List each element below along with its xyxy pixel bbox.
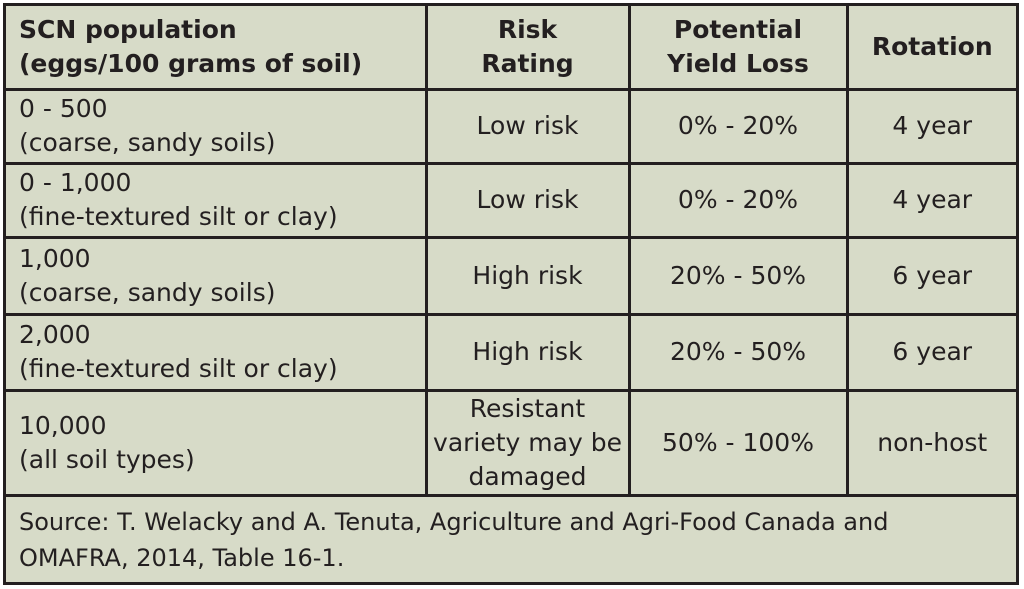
header-text: Risk (497, 14, 558, 44)
table-row: 2,000 (fine-textured silt or clay) High … (6, 312, 1016, 392)
rotation-cell: 4 year (845, 87, 1016, 165)
table-row: 0 - 1,000 (fine-textured silt or clay) L… (6, 161, 1016, 239)
yield-loss-cell: 0% - 20% (627, 161, 849, 239)
scn-risk-table: SCN population (eggs/100 grams of soil) … (6, 6, 1016, 583)
yield-loss-cell: 20% - 50% (627, 312, 849, 392)
yield-loss-cell: 50% - 100% (627, 388, 849, 497)
source-text: OMAFRA, 2014, Table 16-1. (19, 543, 345, 572)
risk-rating: variety may be (433, 427, 622, 457)
risk-rating: High risk (472, 260, 583, 290)
risk-rating-cell: Low risk (424, 161, 631, 239)
population-cell: 0 - 500 (coarse, sandy soils) (6, 87, 428, 165)
risk-rating-cell: High risk (424, 235, 631, 316)
soil-type: (coarse, sandy soils) (19, 277, 276, 307)
soil-type: (coarse, sandy soils) (19, 128, 276, 157)
scn-risk-table-frame: SCN population (eggs/100 grams of soil) … (3, 3, 1019, 585)
soil-type: (fine-textured silt or clay) (19, 354, 338, 383)
population-value: 0 - 500 (19, 94, 108, 123)
population-value: 2,000 (19, 320, 91, 349)
yield-loss-cell: 20% - 50% (627, 235, 849, 316)
header-text: Rotation (871, 31, 993, 61)
header-risk-rating: Risk Rating (424, 6, 631, 91)
yield-loss-cell: 0% - 20% (627, 87, 849, 165)
header-text: SCN population (19, 14, 237, 44)
risk-rating-cell: Resistant variety may be damaged (424, 388, 631, 497)
risk-rating: damaged (468, 461, 587, 491)
population-cell: 1,000 (coarse, sandy soils) (6, 235, 428, 316)
population-cell: 2,000 (fine-textured silt or clay) (6, 312, 428, 392)
soil-type: (fine-textured silt or clay) (19, 202, 338, 231)
rotation-cell: 6 year (845, 235, 1016, 316)
header-text: Yield Loss (667, 48, 809, 78)
header-scn-population: SCN population (eggs/100 grams of soil) (6, 6, 428, 91)
table-row: 10,000 (all soil types) Resistant variet… (6, 388, 1016, 497)
header-text: (eggs/100 grams of soil) (19, 48, 363, 78)
population-value: 0 - 1,000 (19, 168, 132, 197)
rotation-cell: non-host (845, 388, 1016, 497)
risk-rating: High risk (472, 337, 583, 366)
source-text: Source: T. Welacky and A. Tenuta, Agricu… (19, 507, 889, 536)
header-potential-yield-loss: Potential Yield Loss (627, 6, 849, 91)
source-note: Source: T. Welacky and A. Tenuta, Agricu… (6, 493, 1016, 583)
population-value: 10,000 (19, 410, 107, 440)
header-text: Potential (673, 14, 803, 44)
table-row: 0 - 500 (coarse, sandy soils) Low risk 0… (6, 87, 1016, 165)
population-value: 1,000 (19, 243, 91, 273)
table-row: 1,000 (coarse, sandy soils) High risk 20… (6, 235, 1016, 316)
risk-rating-cell: Low risk (424, 87, 631, 165)
rotation-cell: 4 year (845, 161, 1016, 239)
header-text: Rating (481, 48, 574, 78)
risk-rating: Low risk (476, 111, 579, 140)
risk-rating: Resistant (469, 393, 586, 423)
table-header-row: SCN population (eggs/100 grams of soil) … (6, 6, 1016, 91)
risk-rating-cell: High risk (424, 312, 631, 392)
soil-type: (all soil types) (19, 444, 195, 474)
risk-rating: Low risk (476, 185, 579, 214)
source-row: Source: T. Welacky and A. Tenuta, Agricu… (6, 493, 1016, 583)
population-cell: 0 - 1,000 (fine-textured silt or clay) (6, 161, 428, 239)
header-rotation: Rotation (845, 6, 1016, 91)
population-cell: 10,000 (all soil types) (6, 388, 428, 497)
rotation-cell: 6 year (845, 312, 1016, 392)
